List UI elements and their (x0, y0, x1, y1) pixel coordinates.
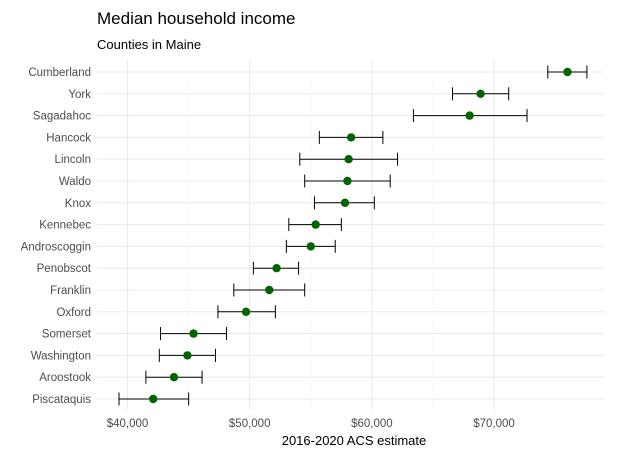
estimate-point (340, 198, 350, 207)
x-tick-label: $60,000 (351, 418, 393, 430)
estimate-point (265, 285, 274, 295)
x-tick-label: $70,000 (473, 418, 515, 430)
estimate-point (306, 242, 315, 251)
y-tick-label: Franklin (50, 285, 91, 297)
x-tick-labels: $40,000 $50,000 $60,000 $70,000 (107, 418, 515, 430)
estimate-point (241, 307, 251, 316)
estimate-point (563, 67, 572, 77)
estimate-point (189, 329, 198, 338)
estimate-point (311, 220, 320, 229)
y-tick-labels: Cumberland York Sagadahoc Hancock Lincoln Wal… (21, 67, 92, 406)
y-tick-label: Lincoln (55, 154, 91, 166)
estimate-point (183, 351, 192, 360)
y-tick-label: Androscoggin (21, 241, 91, 253)
y-tick-label: Sagadahoc (33, 111, 91, 123)
estimate-point (343, 176, 352, 186)
y-tick-label: Waldo (59, 176, 91, 188)
y-tick-label: Piscataquis (32, 394, 91, 406)
y-tick-label: Knox (65, 198, 91, 210)
estimate-point (272, 264, 281, 273)
estimate-point (344, 155, 353, 164)
y-tick-label: York (68, 89, 91, 101)
x-tick-label: $40,000 (107, 418, 149, 430)
estimate-point (346, 133, 356, 142)
estimate-point (169, 373, 179, 382)
x-tick-label: $50,000 (229, 418, 271, 430)
estimate-point (465, 111, 474, 120)
y-tick-label: Cumberland (28, 67, 91, 79)
chart-title: Median household income (97, 9, 295, 28)
y-tick-label: Penobscot (37, 263, 92, 275)
y-tick-label: Aroostook (39, 372, 91, 384)
x-axis-label: 2016-2020 ACS estimate (282, 433, 427, 448)
y-tick-label: Oxford (56, 307, 91, 319)
y-tick-label: Kennebec (39, 220, 91, 232)
point-layer (148, 67, 572, 404)
y-tick-label: Hancock (46, 132, 91, 144)
estimate-point (476, 89, 485, 99)
chart-subtitle: Counties in Maine (97, 37, 201, 52)
grid-layer (97, 60, 604, 410)
y-tick-label: Somerset (42, 329, 92, 341)
estimate-point (148, 394, 158, 404)
y-tick-label: Washington (31, 350, 91, 362)
